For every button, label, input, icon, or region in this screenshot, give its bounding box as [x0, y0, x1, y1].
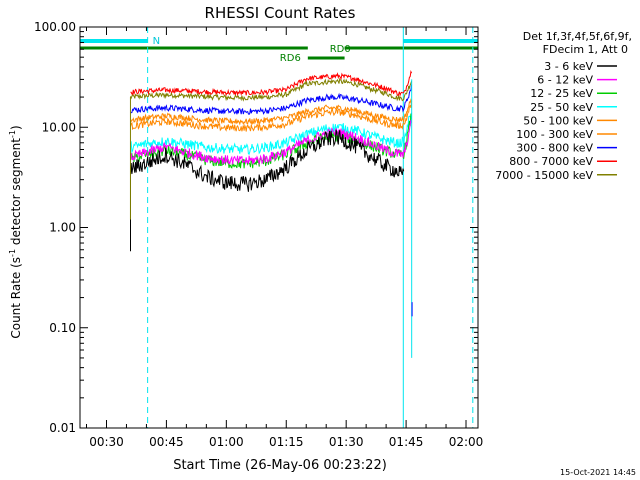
series-line	[130, 119, 413, 166]
legend-entry-label: 3 - 6 keV	[544, 60, 593, 73]
y-label-sup: -1	[8, 249, 17, 257]
night-label: N	[153, 36, 160, 47]
x-tick-label: 00:30	[89, 435, 124, 449]
y-label-tail: detector segment	[9, 138, 23, 249]
x-tick-label: 00:45	[149, 435, 184, 449]
rd6-label: RD6	[280, 53, 301, 64]
legend-header-line-1: Det 1f,3f,4f,5f,6f,9f,	[523, 30, 632, 43]
legend-entry-label: 6 - 12 keV	[537, 74, 593, 87]
legend-entry-label: 100 - 300 keV	[516, 128, 593, 141]
chart-title: RHESSI Count Rates	[205, 4, 356, 22]
legend-entry-label: 300 - 800 keV	[516, 142, 593, 155]
y-label-close: )	[9, 125, 23, 130]
series-line	[130, 70, 413, 97]
legend-entry-label: 12 - 25 keV	[530, 87, 593, 100]
y-tick-label: 100.00	[34, 20, 76, 34]
series-line	[130, 98, 413, 126]
y-tick-label: 0.10	[49, 321, 76, 335]
series-line	[130, 77, 413, 102]
series-line	[130, 100, 413, 133]
legend-header-line-2: FDecim 1, Att 0	[543, 43, 628, 56]
legend-entry-label: 25 - 50 keV	[530, 101, 593, 114]
y-tick-label: 10.00	[42, 120, 76, 134]
y-axis-label: Count Rate (s-1 detector segment-1)	[8, 125, 23, 338]
y-tick-label: 0.01	[49, 421, 76, 435]
series-layer	[129, 70, 413, 358]
legend-entry-label: 7000 - 15000 keV	[495, 169, 593, 182]
legend-entry-label: 50 - 100 keV	[523, 114, 593, 127]
plot-frame	[79, 26, 479, 429]
series-line	[130, 84, 413, 115]
x-tick-label: 01:15	[269, 435, 304, 449]
y-label-main: Count Rate (s	[9, 257, 23, 339]
series-line	[130, 112, 413, 156]
legend-entry-label: 800 - 7000 keV	[509, 155, 593, 168]
annotation-layer: N RD0 RD6	[80, 27, 478, 428]
x-tick-label: 01:00	[209, 435, 244, 449]
y-label-sup2: -1	[8, 130, 17, 138]
x-tick-label: 01:45	[389, 435, 424, 449]
series-line	[130, 129, 405, 252]
x-axis-label: Start Time (26-May-06 00:23:22)	[173, 458, 387, 473]
x-tick-label: 01:30	[329, 435, 364, 449]
axes-layer: 100.00 10.00 1.00 0.10 0.01 00:30 00:45 01:00 01…	[34, 20, 483, 449]
rd0-label: RD0	[330, 44, 351, 55]
footer-date: 15-Oct-2021 14:45	[560, 468, 636, 477]
y-tick-label: 1.00	[49, 221, 76, 235]
x-tick-label: 02:00	[449, 435, 484, 449]
